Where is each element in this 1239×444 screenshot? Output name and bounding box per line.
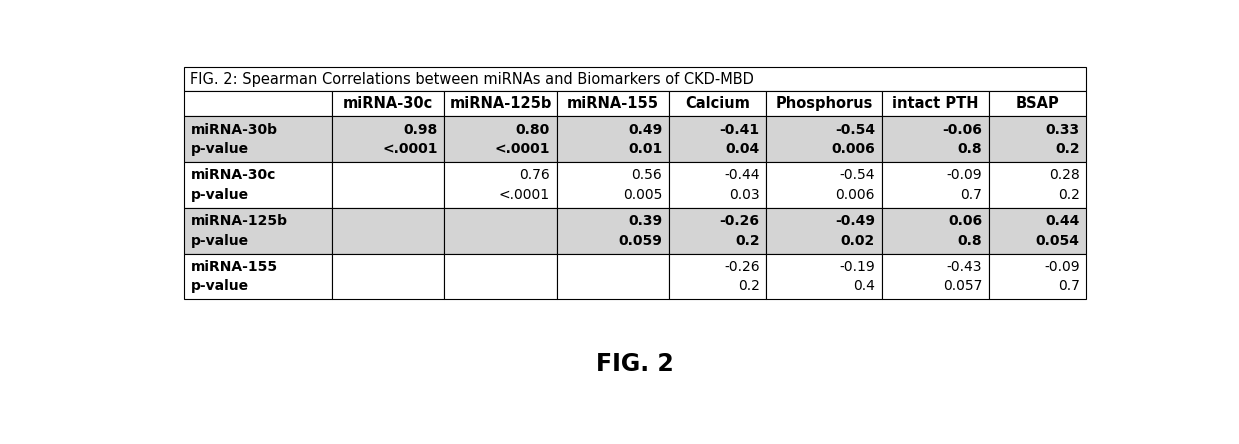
Bar — [445, 91, 556, 116]
Text: 0.56
0.005: 0.56 0.005 — [623, 168, 663, 202]
Bar — [556, 254, 669, 299]
Bar — [332, 208, 445, 254]
Bar — [882, 208, 989, 254]
Bar — [669, 116, 767, 162]
Text: -0.09
0.7: -0.09 0.7 — [947, 168, 983, 202]
Text: -0.43
0.057: -0.43 0.057 — [943, 260, 983, 293]
Bar — [882, 254, 989, 299]
Bar — [332, 162, 445, 208]
Bar — [445, 208, 556, 254]
Bar — [989, 116, 1087, 162]
Bar — [445, 116, 556, 162]
Text: 0.44
0.054: 0.44 0.054 — [1036, 214, 1079, 248]
Bar — [183, 208, 332, 254]
Bar — [669, 254, 767, 299]
Bar — [882, 91, 989, 116]
Bar — [767, 162, 882, 208]
Bar — [556, 162, 669, 208]
Bar — [183, 91, 332, 116]
Bar — [882, 162, 989, 208]
Text: 0.28
0.2: 0.28 0.2 — [1049, 168, 1079, 202]
Text: 0.39
0.059: 0.39 0.059 — [618, 214, 663, 248]
Text: 0.76
<.0001: 0.76 <.0001 — [499, 168, 550, 202]
Text: 0.33
0.2: 0.33 0.2 — [1046, 123, 1079, 156]
Text: miRNA-30b
p-value: miRNA-30b p-value — [191, 123, 278, 156]
Bar — [767, 254, 882, 299]
Bar — [882, 116, 989, 162]
Text: intact PTH: intact PTH — [892, 96, 979, 111]
Text: -0.44
0.03: -0.44 0.03 — [724, 168, 760, 202]
Bar — [989, 208, 1087, 254]
Text: 0.49
0.01: 0.49 0.01 — [628, 123, 663, 156]
Bar — [989, 91, 1087, 116]
Text: -0.26
0.2: -0.26 0.2 — [724, 260, 760, 293]
Bar — [767, 208, 882, 254]
Text: -0.49
0.02: -0.49 0.02 — [835, 214, 875, 248]
Text: miRNA-30c
p-value: miRNA-30c p-value — [191, 168, 276, 202]
Text: -0.54
0.006: -0.54 0.006 — [835, 168, 875, 202]
Text: -0.26
0.2: -0.26 0.2 — [720, 214, 760, 248]
Text: miRNA-125b
p-value: miRNA-125b p-value — [191, 214, 287, 248]
Bar — [183, 162, 332, 208]
Text: -0.06
0.8: -0.06 0.8 — [943, 123, 983, 156]
Text: miRNA-30c: miRNA-30c — [343, 96, 434, 111]
Text: miRNA-125b: miRNA-125b — [450, 96, 551, 111]
Text: Phosphorus: Phosphorus — [776, 96, 872, 111]
Bar — [332, 91, 445, 116]
Text: -0.09
0.7: -0.09 0.7 — [1044, 260, 1079, 293]
Text: -0.41
0.04: -0.41 0.04 — [720, 123, 760, 156]
Text: FIG. 2: Spearman Correlations between miRNAs and Biomarkers of CKD-MBD: FIG. 2: Spearman Correlations between mi… — [191, 71, 755, 87]
Bar — [332, 254, 445, 299]
Text: 0.80
<.0001: 0.80 <.0001 — [494, 123, 550, 156]
Bar — [556, 116, 669, 162]
Bar — [183, 67, 1087, 91]
Bar — [332, 116, 445, 162]
Bar — [556, 208, 669, 254]
Bar — [669, 91, 767, 116]
Text: -0.54
0.006: -0.54 0.006 — [831, 123, 875, 156]
Bar — [669, 208, 767, 254]
Text: 0.98
<.0001: 0.98 <.0001 — [382, 123, 437, 156]
Text: miRNA-155: miRNA-155 — [567, 96, 659, 111]
Bar — [767, 116, 882, 162]
Text: Calcium: Calcium — [685, 96, 750, 111]
Bar — [445, 254, 556, 299]
Bar — [989, 162, 1087, 208]
Bar — [989, 254, 1087, 299]
Bar — [183, 254, 332, 299]
Text: BSAP: BSAP — [1016, 96, 1059, 111]
Text: 0.06
0.8: 0.06 0.8 — [948, 214, 983, 248]
Bar — [767, 91, 882, 116]
Text: -0.19
0.4: -0.19 0.4 — [839, 260, 875, 293]
Bar — [445, 162, 556, 208]
Text: miRNA-155
p-value: miRNA-155 p-value — [191, 260, 278, 293]
Bar — [556, 91, 669, 116]
Text: FIG. 2: FIG. 2 — [596, 353, 674, 377]
Bar — [669, 162, 767, 208]
Bar — [183, 116, 332, 162]
